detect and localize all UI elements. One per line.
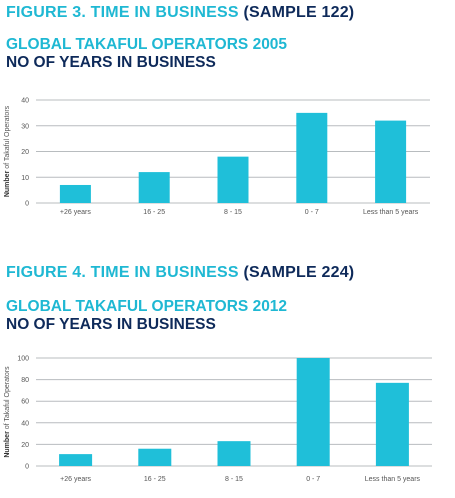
x-tick-label: Less than 5 years (363, 209, 419, 216)
x-tick-label: +26 years (60, 209, 91, 216)
chart-1-subtitle: NO OF YEARS IN BUSINESS (6, 54, 216, 71)
y-axis-label-rest: of Takaful Operators (4, 105, 11, 170)
figure-4-sample: (SAMPLE 224) (243, 264, 355, 281)
figure-3-sample: (SAMPLE 122) (243, 4, 355, 21)
y-tick-label: 40 (21, 420, 29, 427)
y-tick-label: 10 (21, 175, 29, 182)
figure-3-label: FIGURE 3. TIME IN BUSINESS (6, 4, 239, 21)
bar-2 (138, 172, 170, 203)
y-tick-label: 60 (21, 399, 29, 406)
bar-4 (296, 358, 330, 466)
x-tick-label: 16 - 25 (143, 209, 165, 216)
bar-5 (375, 382, 409, 466)
bar-3 (217, 156, 249, 203)
y-axis-label: Number of Takaful Operators (4, 366, 11, 458)
x-tick-label: Less than 5 years (365, 476, 421, 483)
y-axis-label-bold: Number (4, 170, 11, 197)
y-tick-label: 80 (21, 377, 29, 384)
bar-1 (59, 454, 93, 466)
y-axis-label-rest: of Takaful Operators (4, 366, 11, 431)
chart-2-title: GLOBAL TAKAFUL OPERATORS 2012 (6, 298, 288, 315)
figure-4: FIGURE 4. TIME IN BUSINESS (SAMPLE 224) (6, 264, 455, 282)
figure-4-label: FIGURE 4. TIME IN BUSINESS (6, 264, 239, 281)
figure-4-titles: GLOBAL TAKAFUL OPERATORS 2012 NO OF YEAR… (6, 298, 455, 334)
y-tick-label: 20 (21, 149, 29, 156)
y-tick-label: 0 (25, 201, 29, 208)
figure-3: FIGURE 3. TIME IN BUSINESS (SAMPLE 122) (6, 4, 455, 22)
chart-1: 0 10 20 30 40 Number of Takaful Operators +26 … (4, 98, 430, 216)
y-tick-label: 30 (21, 123, 29, 130)
y-axis-label: Number of Takaful Operators (4, 105, 11, 197)
bar-2 (138, 448, 172, 466)
y-tick-label: 20 (21, 442, 29, 449)
x-tick-label: 8 - 15 (225, 476, 243, 483)
y-tick-label: 0 (25, 464, 29, 471)
x-tick-label: 0 - 7 (305, 209, 319, 216)
chart-2-subtitle: NO OF YEARS IN BUSINESS (6, 316, 216, 333)
y-tick-label: 100 (17, 356, 29, 363)
y-tick-label: 40 (21, 98, 29, 105)
chart-1-title: GLOBAL TAKAFUL OPERATORS 2005 (6, 36, 288, 53)
bar-4 (296, 112, 328, 203)
y-axis-label-bold: Number (4, 431, 11, 458)
bar-5 (375, 120, 407, 203)
x-tick-label: +26 years (60, 476, 91, 483)
x-tick-label: 16 - 25 (144, 476, 166, 483)
x-tick-label: 8 - 15 (224, 209, 242, 216)
chart-2: 0 20 40 60 80 100 Number of Takaful Operators +… (4, 356, 432, 483)
figure-3-heading: FIGURE 3. TIME IN BUSINESS (SAMPLE 122) (6, 4, 455, 22)
bar-1 (59, 184, 91, 203)
bar-3 (217, 441, 251, 466)
figure-3-titles: GLOBAL TAKAFUL OPERATORS 2005 NO OF YEAR… (6, 36, 455, 72)
figure-4-heading: FIGURE 4. TIME IN BUSINESS (SAMPLE 224) (6, 264, 455, 282)
x-tick-label: 0 - 7 (306, 476, 320, 483)
